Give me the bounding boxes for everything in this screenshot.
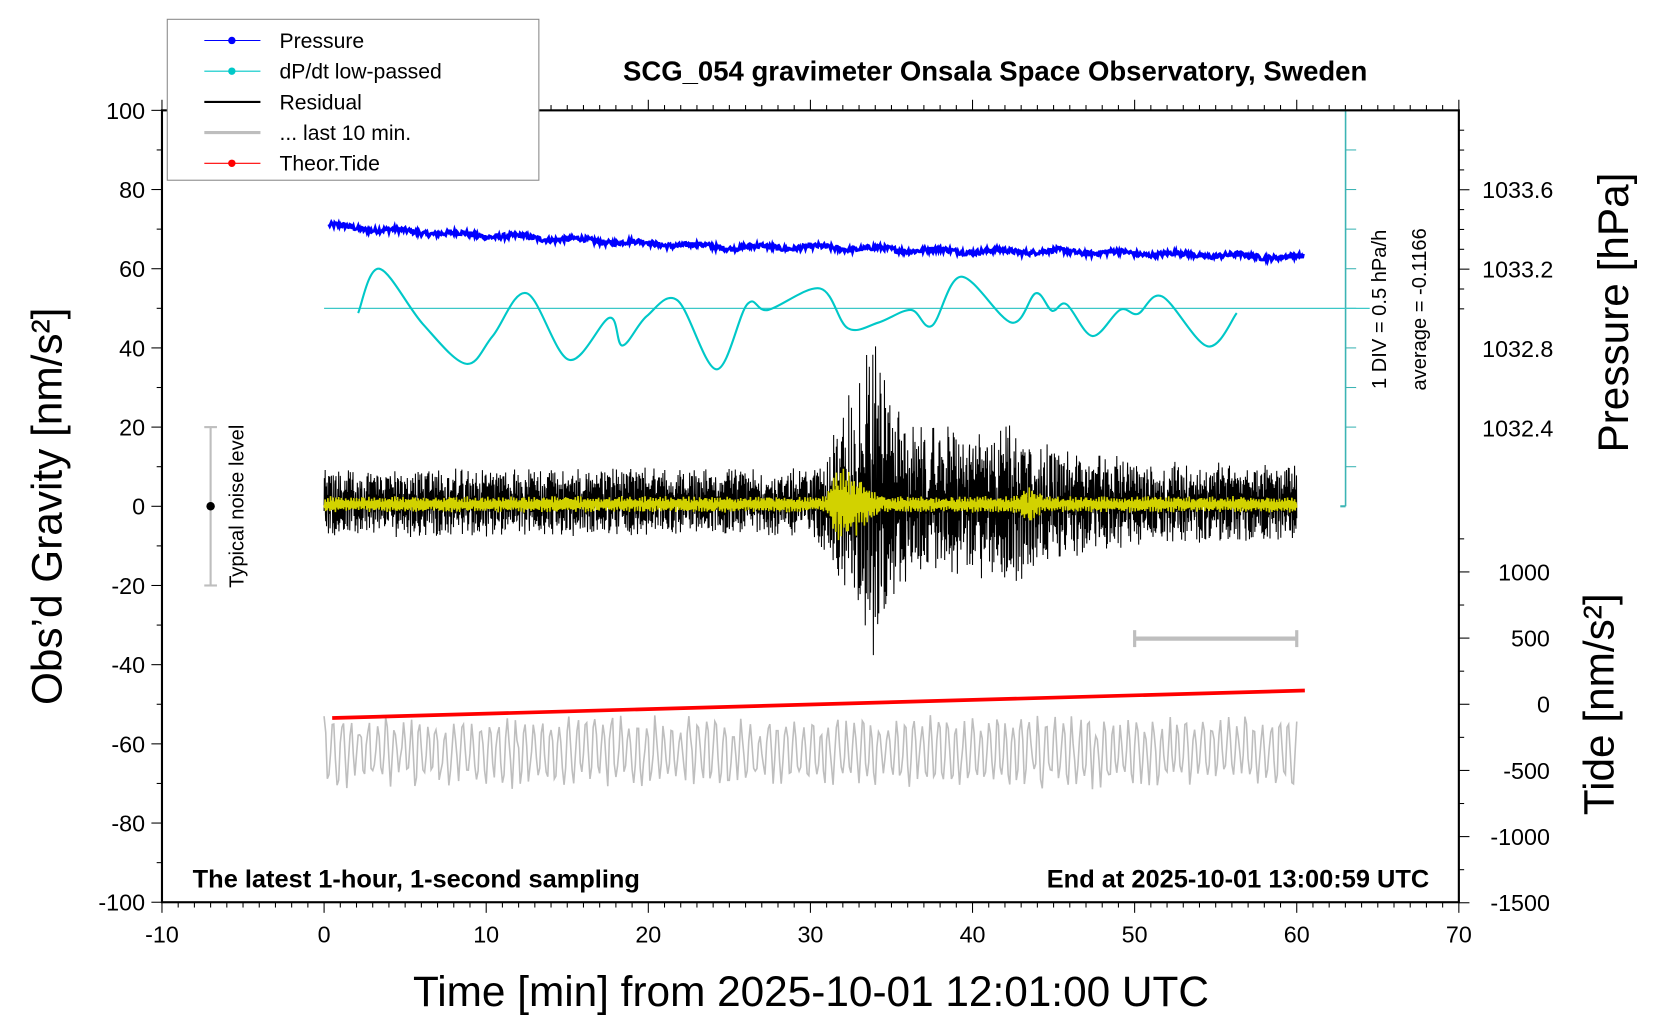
x-axis-label: Time [min] from 2025-10-01 12:01:00 UTC [413,968,1209,1015]
residual-lowpass-line [323,468,1298,541]
pressure-tick-label: 1033.6 [1482,177,1553,203]
y-tick-label: 40 [119,335,145,361]
y-tick-label: -100 [98,890,145,916]
tide-tick-label: -1500 [1490,890,1550,916]
legend-label: Pressure [279,30,364,53]
noise-level-dot [206,502,215,511]
legend-label: ... last 10 min. [279,122,411,145]
y-axis-label: Obs’d Gravity [nm/s²] [23,308,70,705]
annotation-sampling: The latest 1-hour, 1-second sampling [193,865,640,893]
y-tick-label: -80 [111,811,145,837]
x-tick-label: 20 [635,921,661,947]
y-tick-label: -60 [111,731,145,757]
legend: Pressure dP/dt low-passed Residual ... last… [166,18,540,181]
tide-tick-label: -1000 [1490,824,1550,850]
dpdt-line [357,267,1238,371]
annotation-end-time: End at 2025-10-01 13:00:59 UTC [1047,865,1429,893]
x-tick-label: 70 [1446,921,1472,947]
pressure-axis-label: Pressure [hPa] [1590,173,1637,453]
dpdt-average-label: average = -0.1166 [1409,228,1431,390]
noise-level-label: Typical noise level [226,425,248,588]
legend-marker [228,36,236,45]
chart-title: SCG_054 gravimeter Onsala Space Observat… [623,56,1367,87]
y-tick-label: 0 [132,494,145,520]
tide-tick-label: -500 [1503,758,1550,784]
legend-label: Residual [279,91,361,114]
last-10-min-line [323,715,1298,790]
y-tick-label: 100 [106,98,145,124]
legend-box [166,18,540,181]
x-tick-label: -10 [145,921,179,947]
y-tick-label: -20 [111,573,145,599]
y-tick-label: -40 [111,652,145,678]
x-tick-label: 0 [318,921,331,947]
x-tick-label: 30 [797,921,823,947]
tide-tick-label: 0 [1537,692,1550,718]
residual-line [323,346,1298,656]
tide-line [332,688,1305,720]
plot-frame [160,109,1460,904]
y-tick-label: 80 [119,177,145,203]
y-tick-label: 60 [119,256,145,282]
dpdt-scale-label: 1 DIV = 0.5 hPa/h [1369,230,1391,389]
pressure-line [327,218,1305,267]
legend-label: dP/dt low-passed [279,61,441,84]
y-tick-label: 20 [119,415,145,441]
x-tick-label: 50 [1122,921,1148,947]
legend-label: Theor.Tide [279,153,379,176]
axes-ticks: -10 0 10 20 30 40 50 60 70100806040200-20-40-60-… [98,98,1553,948]
x-tick-label: 40 [960,921,986,947]
pressure-tick-label: 1032.8 [1482,336,1553,362]
legend-marker [228,67,236,75]
tide-axis-label: Tide [nm/s²] [1575,593,1622,815]
pressure-tick-label: 1032.4 [1482,415,1553,441]
legend-marker [228,159,236,167]
x-tick-label: 60 [1284,921,1310,947]
series-layer [204,109,1370,790]
pressure-tick-label: 1033.2 [1482,257,1553,283]
tide-tick-label: 500 [1511,626,1550,652]
x-tick-label: 10 [473,921,499,947]
tide-tick-label: 1000 [1498,559,1550,585]
